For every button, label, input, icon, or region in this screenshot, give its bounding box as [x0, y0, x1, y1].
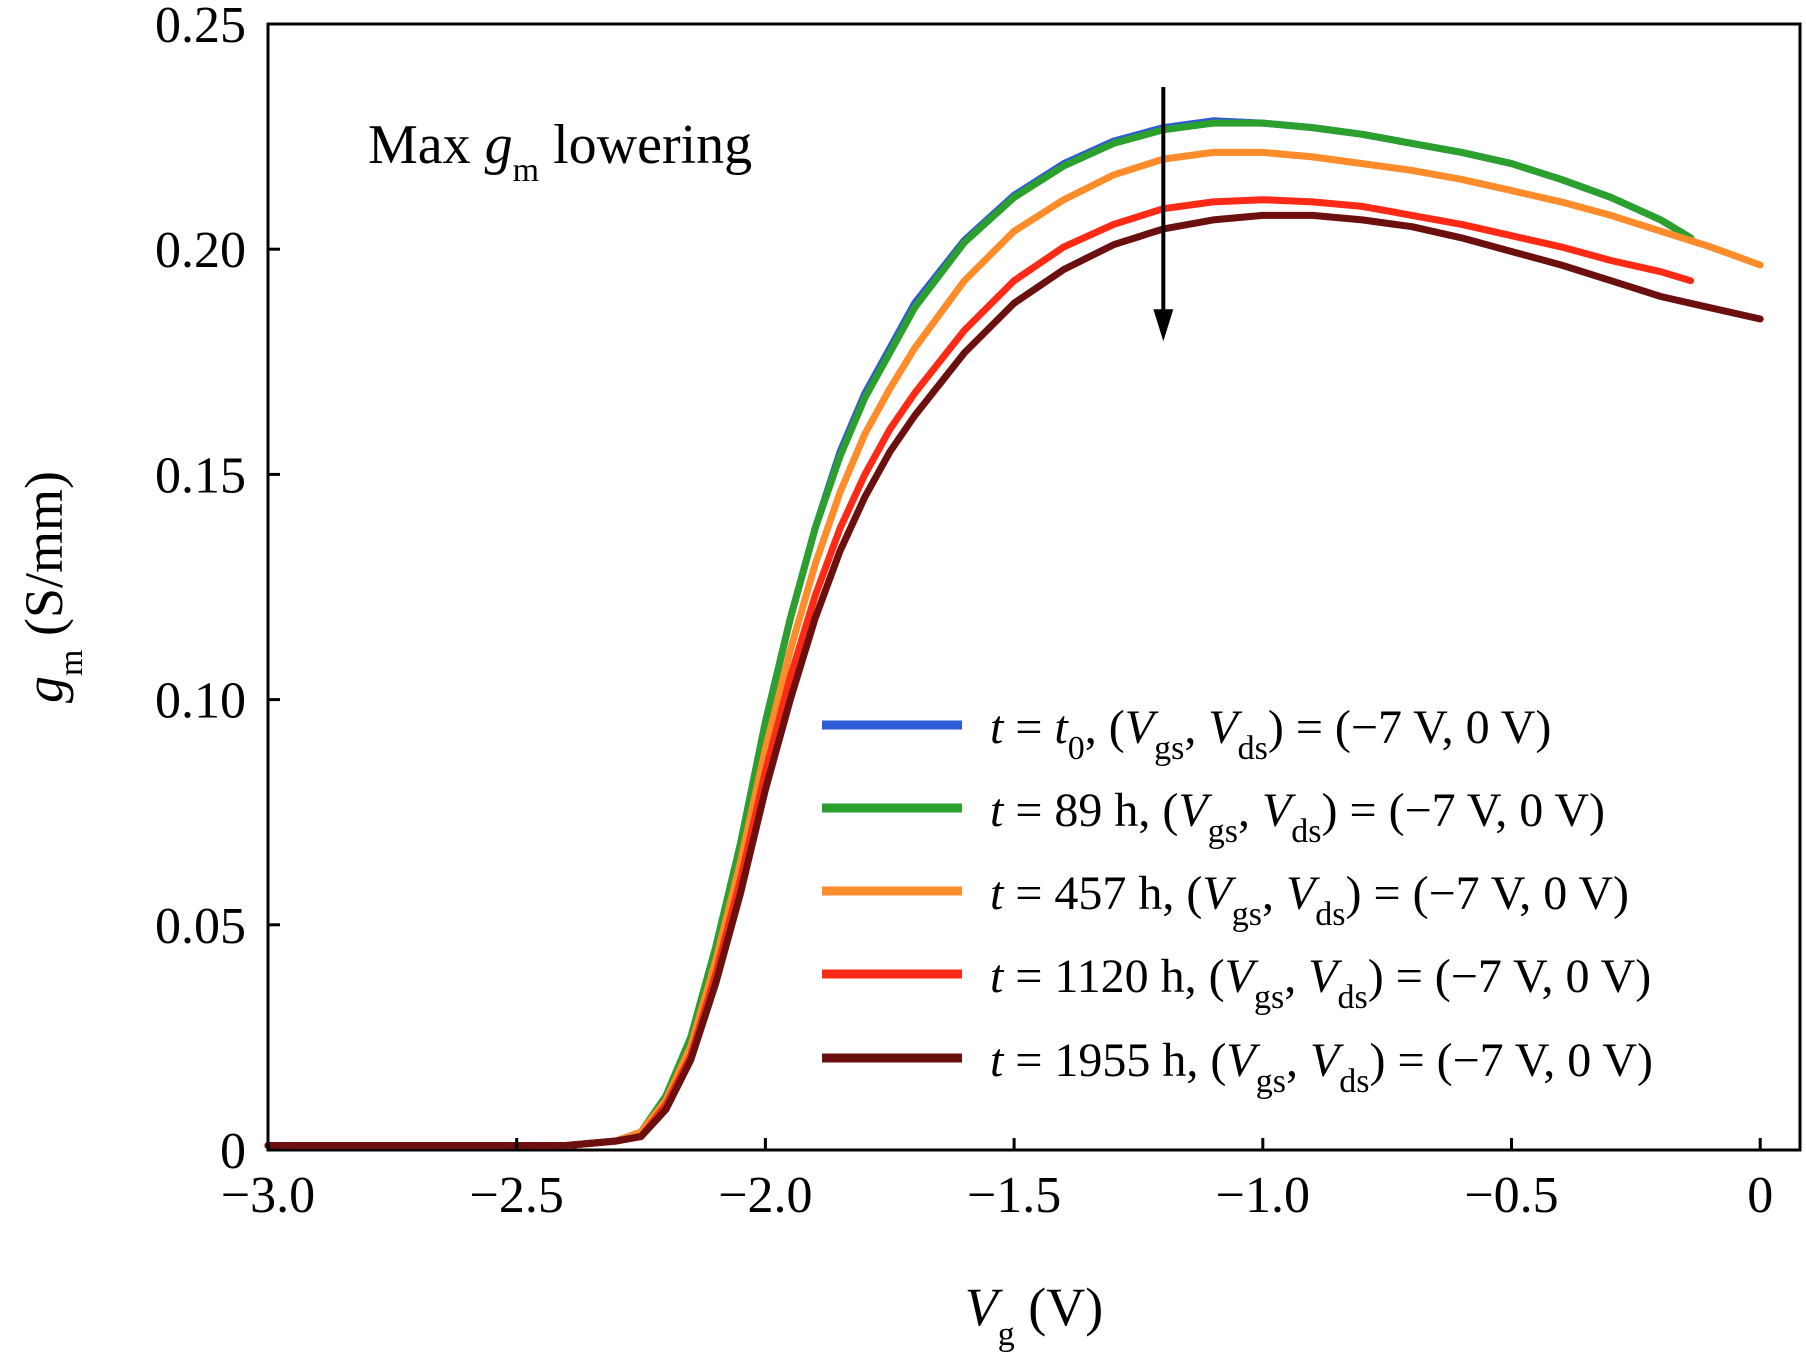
x-tick-label: −2.0	[718, 1167, 812, 1224]
y-tick-label: 0.15	[155, 447, 246, 504]
y-tick-label: 0	[220, 1123, 246, 1180]
x-tick-label: −1.5	[967, 1167, 1061, 1224]
annotation-text: Max gm lowering	[368, 114, 752, 189]
plot-area	[266, 22, 1802, 1152]
annotation: Max gm lowering	[368, 87, 1174, 342]
legend-label-3: t = 1120 h, (Vgs, Vds) = (−7 V, 0 V)	[990, 950, 1651, 1016]
plot-frame	[266, 22, 1802, 1152]
x-tick-label: −1.0	[1216, 1167, 1310, 1224]
y-tick-label: 0.25	[155, 0, 246, 54]
axes-layer: −3.0 −2.5 −2.0 −1.5 −1.0 −0.5 0 0 0.05 0.10 0.15 0.…	[14, 0, 1773, 1353]
legend-label-1: t = 89 h, (Vgs, Vds) = (−7 V, 0 V)	[990, 784, 1605, 850]
arrow-head	[1153, 309, 1174, 342]
x-tick-label: −2.5	[470, 1167, 564, 1224]
y-axis-title: gm (S/mm)	[14, 471, 90, 703]
legend-label-0: t = t0, (Vgs, Vds) = (−7 V, 0 V)	[990, 701, 1551, 767]
y-tick-label: 0.10	[155, 673, 246, 730]
series-line-4	[264, 211, 1764, 1149]
y-tick-label: 0.20	[155, 222, 246, 279]
x-tick-label: −3.0	[221, 1167, 315, 1224]
x-tick-label: −0.5	[1464, 1167, 1558, 1224]
legend-label-2: t = 457 h, (Vgs, Vds) = (−7 V, 0 V)	[990, 867, 1629, 933]
x-tick-label: 0	[1747, 1167, 1773, 1224]
y-tick-label: 0.05	[155, 898, 246, 955]
legend: t = t0, (Vgs, Vds) = (−7 V, 0 V) t = 89 h…	[822, 701, 1653, 1100]
series-layer	[264, 117, 1764, 1149]
legend-label-4: t = 1955 h, (Vgs, Vds) = (−7 V, 0 V)	[990, 1034, 1653, 1100]
x-axis-title: Vg (V)	[965, 1277, 1103, 1353]
